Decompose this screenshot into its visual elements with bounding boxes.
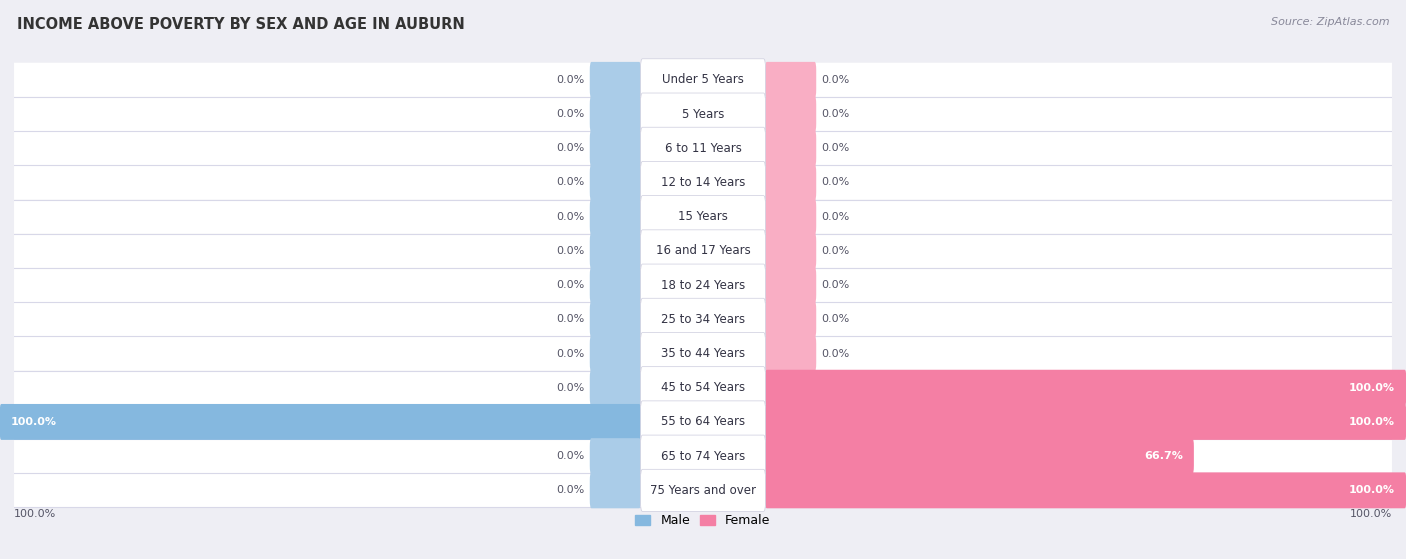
Text: 0.0%: 0.0% <box>557 280 585 290</box>
FancyBboxPatch shape <box>14 200 1392 234</box>
Text: 0.0%: 0.0% <box>821 348 849 358</box>
FancyBboxPatch shape <box>589 130 641 166</box>
Text: 0.0%: 0.0% <box>821 177 849 187</box>
FancyBboxPatch shape <box>14 439 1392 473</box>
FancyBboxPatch shape <box>14 302 1392 337</box>
FancyBboxPatch shape <box>765 335 817 372</box>
Legend: Male, Female: Male, Female <box>631 510 775 531</box>
FancyBboxPatch shape <box>765 96 817 132</box>
FancyBboxPatch shape <box>589 369 641 406</box>
Text: 0.0%: 0.0% <box>557 348 585 358</box>
Text: 16 and 17 Years: 16 and 17 Years <box>655 244 751 257</box>
FancyBboxPatch shape <box>14 405 1392 439</box>
Text: 0.0%: 0.0% <box>821 75 849 85</box>
FancyBboxPatch shape <box>641 196 765 238</box>
FancyBboxPatch shape <box>589 335 641 372</box>
Text: 66.7%: 66.7% <box>1144 451 1182 461</box>
FancyBboxPatch shape <box>765 369 1406 406</box>
FancyBboxPatch shape <box>765 233 817 269</box>
Text: Source: ZipAtlas.com: Source: ZipAtlas.com <box>1271 17 1389 27</box>
FancyBboxPatch shape <box>14 165 1392 200</box>
FancyBboxPatch shape <box>641 470 765 511</box>
FancyBboxPatch shape <box>589 233 641 269</box>
Text: 100.0%: 100.0% <box>1350 417 1395 427</box>
FancyBboxPatch shape <box>589 472 641 508</box>
FancyBboxPatch shape <box>641 127 765 169</box>
Text: INCOME ABOVE POVERTY BY SEX AND AGE IN AUBURN: INCOME ABOVE POVERTY BY SEX AND AGE IN A… <box>17 17 464 32</box>
Text: 100.0%: 100.0% <box>1350 383 1395 393</box>
FancyBboxPatch shape <box>589 62 641 98</box>
Text: 0.0%: 0.0% <box>557 177 585 187</box>
FancyBboxPatch shape <box>589 198 641 235</box>
FancyBboxPatch shape <box>765 198 817 235</box>
FancyBboxPatch shape <box>765 62 817 98</box>
FancyBboxPatch shape <box>765 130 817 166</box>
FancyBboxPatch shape <box>765 164 817 201</box>
FancyBboxPatch shape <box>641 59 765 101</box>
FancyBboxPatch shape <box>14 473 1392 508</box>
FancyBboxPatch shape <box>641 93 765 135</box>
FancyBboxPatch shape <box>14 268 1392 302</box>
Text: 0.0%: 0.0% <box>821 280 849 290</box>
FancyBboxPatch shape <box>641 333 765 375</box>
FancyBboxPatch shape <box>589 267 641 303</box>
Text: 0.0%: 0.0% <box>557 485 585 495</box>
FancyBboxPatch shape <box>641 264 765 306</box>
Text: 65 to 74 Years: 65 to 74 Years <box>661 449 745 463</box>
FancyBboxPatch shape <box>0 404 641 440</box>
Text: 0.0%: 0.0% <box>557 246 585 256</box>
Text: Under 5 Years: Under 5 Years <box>662 73 744 86</box>
Text: 15 Years: 15 Years <box>678 210 728 223</box>
FancyBboxPatch shape <box>641 401 765 443</box>
Text: 25 to 34 Years: 25 to 34 Years <box>661 313 745 326</box>
Text: 0.0%: 0.0% <box>557 383 585 393</box>
Text: 0.0%: 0.0% <box>557 212 585 222</box>
FancyBboxPatch shape <box>589 96 641 132</box>
FancyBboxPatch shape <box>765 301 817 337</box>
FancyBboxPatch shape <box>641 299 765 340</box>
FancyBboxPatch shape <box>641 162 765 203</box>
FancyBboxPatch shape <box>641 230 765 272</box>
Text: 0.0%: 0.0% <box>557 451 585 461</box>
FancyBboxPatch shape <box>765 472 1406 508</box>
Text: 6 to 11 Years: 6 to 11 Years <box>665 142 741 155</box>
Text: 0.0%: 0.0% <box>557 143 585 153</box>
Text: 0.0%: 0.0% <box>557 314 585 324</box>
FancyBboxPatch shape <box>765 267 817 303</box>
FancyBboxPatch shape <box>589 438 641 474</box>
FancyBboxPatch shape <box>14 63 1392 97</box>
Text: 5 Years: 5 Years <box>682 107 724 121</box>
Text: 12 to 14 Years: 12 to 14 Years <box>661 176 745 189</box>
Text: 0.0%: 0.0% <box>821 212 849 222</box>
Text: 45 to 54 Years: 45 to 54 Years <box>661 381 745 394</box>
Text: 35 to 44 Years: 35 to 44 Years <box>661 347 745 360</box>
Text: 100.0%: 100.0% <box>1350 485 1395 495</box>
FancyBboxPatch shape <box>589 301 641 337</box>
Text: 100.0%: 100.0% <box>1350 509 1392 519</box>
FancyBboxPatch shape <box>765 404 1406 440</box>
FancyBboxPatch shape <box>589 164 641 201</box>
Text: 55 to 64 Years: 55 to 64 Years <box>661 415 745 428</box>
Text: 0.0%: 0.0% <box>821 246 849 256</box>
Text: 0.0%: 0.0% <box>557 75 585 85</box>
Text: 75 Years and over: 75 Years and over <box>650 484 756 497</box>
FancyBboxPatch shape <box>641 435 765 477</box>
FancyBboxPatch shape <box>14 371 1392 405</box>
FancyBboxPatch shape <box>14 234 1392 268</box>
Text: 100.0%: 100.0% <box>11 417 56 427</box>
Text: 18 to 24 Years: 18 to 24 Years <box>661 278 745 292</box>
Text: 0.0%: 0.0% <box>821 143 849 153</box>
Text: 100.0%: 100.0% <box>14 509 56 519</box>
Text: 0.0%: 0.0% <box>821 314 849 324</box>
Text: 0.0%: 0.0% <box>557 109 585 119</box>
Text: 0.0%: 0.0% <box>821 109 849 119</box>
FancyBboxPatch shape <box>765 438 1194 474</box>
FancyBboxPatch shape <box>14 97 1392 131</box>
FancyBboxPatch shape <box>641 367 765 409</box>
FancyBboxPatch shape <box>14 131 1392 165</box>
FancyBboxPatch shape <box>14 337 1392 371</box>
